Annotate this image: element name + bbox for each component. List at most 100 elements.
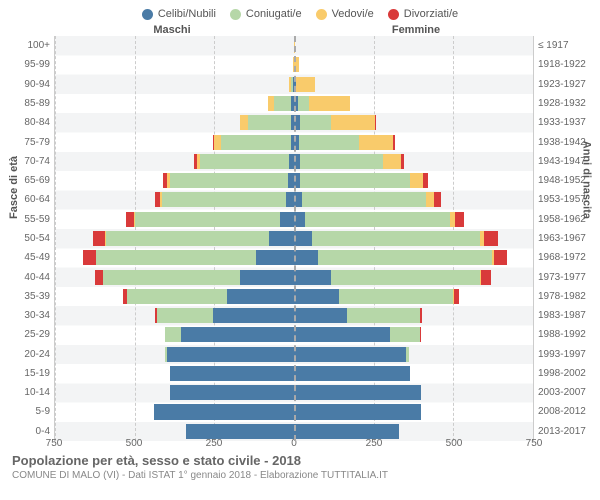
age-label: 0-4 — [10, 422, 50, 441]
half-female — [294, 94, 533, 113]
year-label: 1968-1972 — [538, 248, 590, 267]
bar-segment — [383, 154, 401, 169]
bar — [55, 96, 294, 111]
legend-swatch — [142, 9, 153, 20]
y-axis-title-right: Anni di nascita — [580, 140, 592, 218]
bar-segment — [213, 308, 294, 323]
bar-segment — [309, 96, 350, 111]
age-label: 20-24 — [10, 345, 50, 364]
bar-segment — [186, 424, 294, 439]
bar-segment — [162, 192, 286, 207]
bar-segment — [294, 385, 421, 400]
half-male — [55, 55, 294, 74]
population-pyramid-chart: Celibi/Nubili Coniugati/e Vedovi/e Divorzia… — [0, 0, 600, 500]
bar-segment — [300, 154, 383, 169]
legend-label: Coniugati/e — [246, 8, 302, 20]
age-label: 35-39 — [10, 287, 50, 306]
legend-item: Coniugati/e — [230, 8, 302, 20]
bar — [294, 289, 533, 304]
y-axis-title-left: Fasce di età — [8, 156, 20, 219]
half-female — [294, 113, 533, 132]
plot-area — [54, 36, 534, 441]
x-tick: 250 — [206, 438, 223, 449]
bar-segment — [126, 212, 134, 227]
year-label: 1983-1987 — [538, 306, 590, 325]
bar — [294, 96, 533, 111]
bar-segment — [96, 250, 255, 265]
bar-segment — [280, 212, 294, 227]
bar-segment — [454, 289, 460, 304]
legend-label: Vedovi/e — [332, 8, 374, 20]
bar-segment — [331, 270, 481, 285]
bar — [294, 404, 533, 419]
bar — [294, 250, 533, 265]
half-male — [55, 229, 294, 248]
gender-headers: Maschi Femmine — [10, 24, 590, 36]
bar — [294, 366, 533, 381]
year-label: 1978-1982 — [538, 287, 590, 306]
bar — [294, 135, 533, 150]
year-label: 2008-2012 — [538, 402, 590, 421]
bar — [294, 385, 533, 400]
half-female — [294, 267, 533, 286]
bar-segment — [300, 115, 330, 130]
half-female — [294, 383, 533, 402]
bar-segment — [248, 115, 291, 130]
age-label: 100+ — [10, 36, 50, 55]
bar-segment — [420, 327, 421, 342]
year-label: 1998-2002 — [538, 364, 590, 383]
bar-segment — [256, 250, 294, 265]
bar — [55, 115, 294, 130]
half-female — [294, 287, 533, 306]
half-male — [55, 422, 294, 441]
bar-segment — [170, 366, 294, 381]
year-label: 1973-1977 — [538, 267, 590, 286]
bar-segment — [294, 231, 312, 246]
age-label: 5-9 — [10, 402, 50, 421]
half-male — [55, 248, 294, 267]
legend: Celibi/Nubili Coniugati/e Vedovi/e Divorzia… — [10, 8, 590, 20]
half-female — [294, 75, 533, 94]
center-line — [294, 36, 296, 441]
bar-segment — [406, 347, 409, 362]
bar-segment — [294, 424, 399, 439]
legend-item: Divorziati/e — [388, 8, 458, 20]
bar-segment — [331, 115, 376, 130]
bar-segment — [294, 308, 347, 323]
half-female — [294, 325, 533, 344]
legend-item: Celibi/Nubili — [142, 8, 216, 20]
bar — [294, 231, 533, 246]
bar — [55, 154, 294, 169]
year-label: 1923-1927 — [538, 75, 590, 94]
year-label: 1928-1932 — [538, 94, 590, 113]
year-label: 1963-1967 — [538, 229, 590, 248]
half-female — [294, 132, 533, 151]
bar-segment — [410, 173, 423, 188]
half-male — [55, 364, 294, 383]
half-male — [55, 325, 294, 344]
year-label: ≤ 1917 — [538, 36, 590, 55]
bar — [294, 57, 533, 72]
bar — [294, 115, 533, 130]
gridline — [533, 36, 534, 441]
half-male — [55, 152, 294, 171]
bar-segment — [240, 115, 248, 130]
bar — [55, 57, 294, 72]
half-female — [294, 248, 533, 267]
legend-item: Vedovi/e — [316, 8, 374, 20]
age-label: 40-44 — [10, 267, 50, 286]
year-label: 1993-1997 — [538, 345, 590, 364]
half-male — [55, 94, 294, 113]
half-female — [294, 345, 533, 364]
legend-label: Divorziati/e — [404, 8, 458, 20]
bar — [294, 192, 533, 207]
bar-segment — [434, 192, 440, 207]
half-female — [294, 36, 533, 55]
x-tick: 750 — [526, 438, 543, 449]
bar-segment — [83, 250, 96, 265]
half-male — [55, 210, 294, 229]
age-label: 45-49 — [10, 248, 50, 267]
half-male — [55, 345, 294, 364]
age-label: 95-99 — [10, 55, 50, 74]
bar-segment — [393, 135, 396, 150]
